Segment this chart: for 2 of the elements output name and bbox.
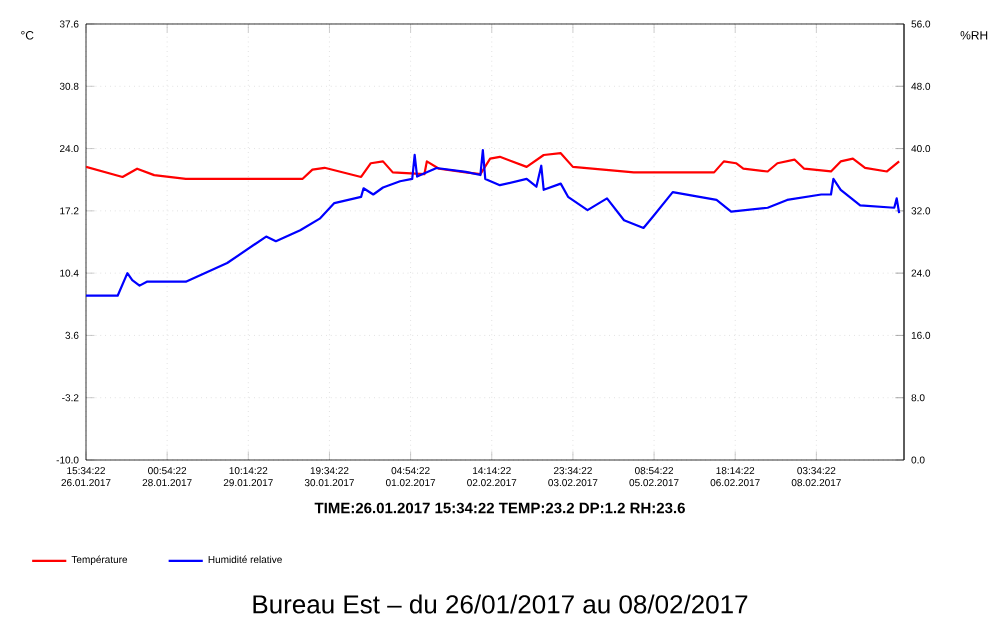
line-series	[86, 149, 901, 297]
text: Bureau Est – du 26/01/2017 au 08/02/2017	[253, 594, 748, 614]
